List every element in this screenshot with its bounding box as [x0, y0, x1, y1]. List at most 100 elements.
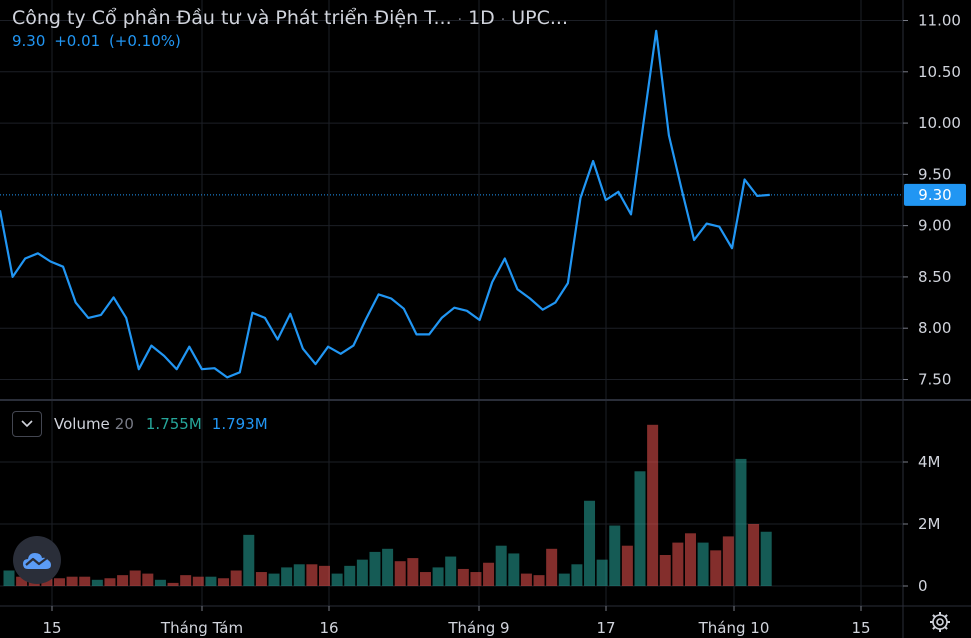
volume-bar	[470, 572, 482, 586]
volume-bar	[546, 548, 558, 586]
volume-bar	[684, 533, 696, 586]
volume-bar	[394, 561, 406, 586]
price-tick-label: 9.00	[918, 217, 951, 235]
volume-legend: Volume 20 1.755M 1.793M	[12, 411, 268, 437]
volume-bar	[205, 576, 217, 586]
volume-bar	[659, 555, 671, 586]
volume-bar	[154, 579, 166, 586]
volume-bar	[53, 578, 65, 586]
legend-separator: ·	[457, 12, 463, 28]
volume-bar	[432, 567, 444, 586]
volume-bar	[533, 575, 545, 586]
price-tick-label: 7.50	[918, 370, 951, 388]
last-price-label: 9.30	[918, 186, 951, 204]
collapse-button[interactable]	[12, 411, 42, 437]
volume-bar	[218, 578, 230, 586]
volume-indicator-name[interactable]: Volume	[54, 415, 110, 433]
volume-bar	[710, 550, 722, 586]
volume-ma-length: 20	[114, 415, 134, 433]
time-tick-label: 17	[596, 619, 615, 637]
interval-label[interactable]: 1D	[468, 7, 495, 29]
volume-bar	[508, 553, 520, 586]
volume-bar	[230, 570, 242, 586]
last-price-value: 9.30	[12, 32, 46, 50]
volume-bar	[369, 551, 381, 586]
volume-bar	[621, 545, 633, 586]
volume-bar	[3, 570, 15, 586]
volume-bar	[167, 582, 179, 586]
time-tick-label: Tháng Tám	[160, 619, 243, 637]
volume-bar	[129, 570, 141, 586]
volume-bar	[445, 556, 457, 586]
time-tick-label: 16	[319, 619, 338, 637]
volume-bar	[697, 542, 709, 586]
volume-bar	[382, 548, 394, 586]
volume-bar	[760, 531, 772, 586]
volume-bar	[104, 578, 116, 586]
price-tick-label: 11.00	[918, 12, 961, 30]
volume-bar	[255, 572, 267, 586]
volume-bar	[281, 567, 293, 586]
price-change-percent: (+0.10%)	[108, 32, 181, 50]
volume-bar	[91, 579, 103, 586]
volume-value: 1.755M	[145, 415, 202, 433]
volume-bar	[16, 576, 28, 586]
volume-bar	[192, 576, 204, 586]
volume-bar	[293, 564, 305, 586]
volume-bar	[268, 573, 280, 586]
volume-bar	[672, 542, 684, 586]
last-price-label-box	[904, 183, 966, 206]
volume-bar	[356, 559, 368, 586]
volume-bar	[180, 575, 192, 586]
price-tick-label: 8.50	[918, 268, 951, 286]
volume-ma-value: 1.793M	[211, 415, 268, 433]
symbol-code[interactable]: UPC...	[511, 7, 568, 29]
legend-separator: ·	[500, 12, 506, 28]
time-tick-label: Tháng 9	[447, 619, 509, 637]
price-tick-label: 9.50	[918, 165, 951, 183]
time-tick-label: 15	[42, 619, 61, 637]
symbol-description[interactable]: Công ty Cổ phần Đầu tư và Phát triển Điệ…	[12, 7, 452, 29]
tradingview-logo[interactable]	[13, 536, 61, 584]
volume-bar	[457, 568, 469, 586]
volume-bar	[571, 564, 583, 586]
volume-bar	[483, 562, 495, 586]
volume-bar	[634, 471, 646, 586]
volume-bar	[142, 573, 154, 586]
gear-icon[interactable]	[929, 611, 951, 633]
volume-bar	[596, 559, 608, 586]
volume-bar	[647, 424, 659, 586]
volume-bar	[520, 573, 532, 586]
volume-bar	[609, 525, 621, 586]
volume-bar	[735, 458, 747, 586]
volume-tick-label: 2M	[918, 515, 941, 533]
volume-bar	[344, 565, 356, 586]
volume-bar	[117, 575, 129, 586]
series-legend[interactable]: Công ty Cổ phần Đầu tư và Phát triển Điệ…	[12, 7, 568, 50]
volume-bar	[558, 573, 570, 586]
volume-bar	[243, 534, 255, 586]
price-tick-label: 10.50	[918, 63, 961, 81]
volume-bar	[306, 564, 318, 586]
price-change: +0.01	[54, 32, 101, 50]
price-tick-label: 10.00	[918, 114, 961, 132]
time-tick-label: Tháng 10	[698, 619, 770, 637]
time-tick-label: 15	[851, 619, 870, 637]
price-tick-label: 8.00	[918, 319, 951, 337]
volume-bar	[495, 545, 507, 586]
volume-bar	[584, 500, 596, 586]
volume-tick-label: 4M	[918, 453, 941, 471]
volume-bar	[66, 576, 78, 586]
volume-bar	[419, 572, 431, 586]
volume-bar	[722, 536, 734, 586]
volume-tick-label: 0	[918, 577, 928, 595]
price-series-line	[0, 29, 770, 379]
volume-bar	[331, 573, 343, 586]
volume-bar	[319, 565, 330, 586]
volume-bar	[748, 524, 760, 586]
tradingview-cloud-icon	[23, 553, 51, 569]
volume-bar	[79, 576, 91, 586]
volume-bar	[407, 558, 419, 586]
chevron-down-icon	[21, 420, 33, 428]
